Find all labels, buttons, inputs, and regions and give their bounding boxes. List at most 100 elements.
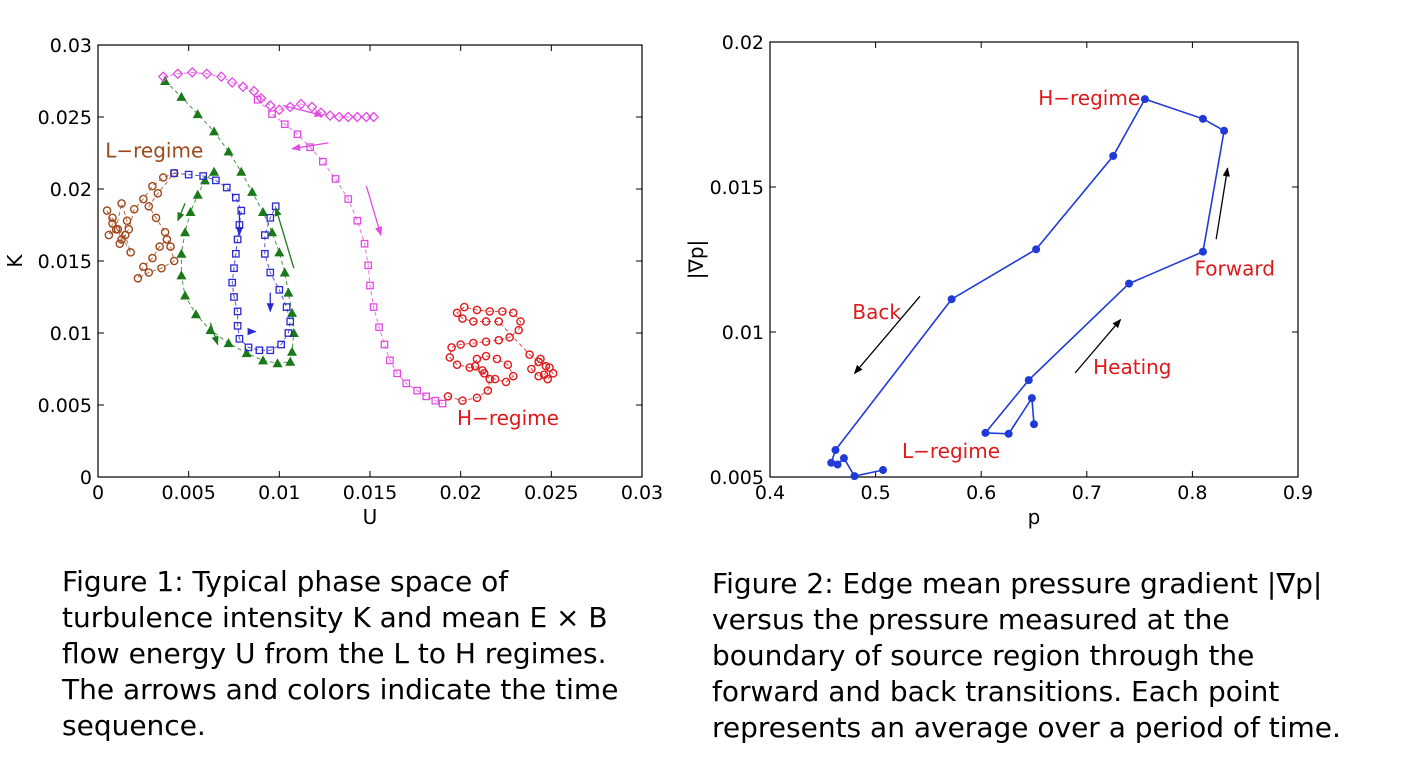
data-point [545, 363, 554, 372]
data-point [170, 169, 179, 178]
data-point [494, 335, 504, 345]
data-point [534, 371, 543, 381]
data-point [222, 183, 231, 192]
data-point [124, 225, 134, 234]
data-point [472, 393, 482, 403]
caption-line: sequence. [62, 709, 206, 742]
data-point [481, 337, 491, 346]
data-point [190, 309, 201, 319]
direction-arrow [1215, 167, 1230, 240]
data-point [492, 354, 502, 364]
data-point [266, 213, 275, 222]
data-point [233, 321, 242, 330]
data-point [344, 195, 353, 203]
data-point [284, 101, 296, 113]
data-point [247, 186, 258, 196]
data-point [160, 76, 171, 85]
data-point [351, 111, 363, 123]
data-point [375, 323, 383, 332]
data-point [287, 307, 298, 317]
data-point [113, 225, 123, 234]
series-5 [253, 95, 447, 408]
data-point [508, 371, 518, 381]
data-point [447, 343, 456, 352]
data-point [1004, 429, 1013, 438]
data-point [481, 351, 491, 361]
data-point [469, 338, 478, 348]
direction-arrow [291, 142, 329, 151]
annotation-label: Heating [1093, 355, 1171, 379]
data-point [273, 104, 285, 116]
x-tick-label: 0.7 [1072, 482, 1102, 504]
direction-arrow [1074, 318, 1122, 374]
series-6 [443, 302, 558, 405]
data-point [483, 386, 493, 395]
data-point [1140, 95, 1149, 104]
data-point [295, 98, 307, 110]
x-tick-label: 0 [92, 482, 104, 504]
caption-line: versus the pressure measured at the [712, 603, 1230, 636]
data-point [422, 392, 431, 401]
data-point [458, 396, 467, 405]
data-point [148, 181, 157, 191]
data-point [157, 263, 166, 273]
data-point [185, 207, 196, 217]
data-point [402, 379, 411, 388]
data-point [169, 256, 179, 266]
data-point [237, 206, 246, 215]
data-point [266, 268, 275, 277]
series-1 [102, 168, 179, 283]
data-point [827, 458, 836, 467]
figure-1-caption: Figure 1: Typical phase space of turbule… [62, 564, 618, 744]
data-point [536, 354, 545, 364]
data-point [1198, 247, 1207, 256]
data-point [324, 110, 336, 121]
data-point [319, 157, 327, 166]
caption-line: Figure 2: Edge mean pressure gradient |∇… [712, 567, 1323, 600]
data-point [280, 120, 289, 129]
x-tick-label: 0.01 [258, 482, 300, 504]
direction-arrow [282, 104, 324, 118]
data-point [283, 287, 294, 297]
annotation-label: L−regime [902, 439, 1000, 463]
data-point [212, 176, 220, 185]
data-point [275, 285, 284, 294]
data-point [117, 235, 126, 244]
data-point [115, 239, 125, 249]
data-point [472, 354, 482, 364]
data-point [485, 307, 494, 316]
data-point [503, 360, 513, 369]
data-point [180, 227, 191, 237]
y-tick-label: 0.015 [710, 177, 764, 199]
data-point [516, 317, 525, 326]
data-point [494, 317, 504, 326]
data-point [333, 111, 345, 123]
series-2 [160, 76, 299, 368]
data-point [1109, 151, 1118, 160]
data-point [158, 173, 168, 182]
data-point [1032, 245, 1041, 254]
data-point [284, 329, 293, 337]
data-point [184, 170, 193, 179]
data-point [192, 189, 203, 199]
caption-line: boundary of source region through the [712, 639, 1255, 672]
data-point [160, 227, 170, 237]
data-point [850, 472, 859, 481]
annotation-label: L−regime [105, 138, 203, 162]
data-point [153, 189, 163, 198]
data-point [833, 460, 842, 469]
data-point [481, 317, 491, 326]
data-point [539, 370, 549, 380]
series-trace [106, 172, 176, 280]
plot-frame [97, 44, 643, 478]
data-point [1024, 376, 1033, 385]
plot-frame [769, 41, 1299, 478]
data-point [223, 146, 234, 156]
data-point [108, 213, 117, 223]
data-point [266, 346, 275, 355]
series-trace [164, 80, 295, 364]
x-tick-label: 0.5 [860, 482, 890, 504]
data-point [1027, 394, 1036, 403]
y-axis-label: |∇p| [684, 240, 708, 280]
y-tick-label: 0 [80, 467, 92, 489]
